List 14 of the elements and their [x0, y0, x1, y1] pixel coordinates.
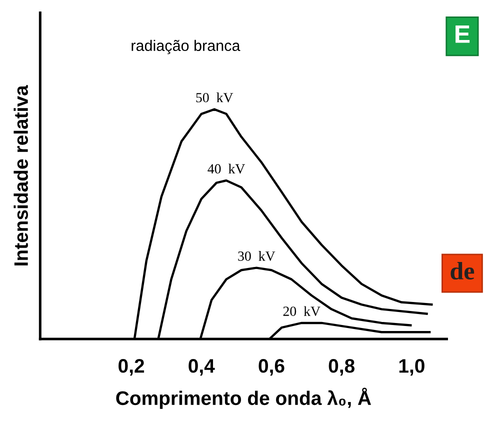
text: radiação branca — [132, 40, 240, 54]
series-label: 50 kV — [196, 92, 234, 102]
x-tick-label: 0,6 — [258, 358, 284, 376]
x-tick-label: 0,8 — [328, 358, 355, 376]
series-label: 20 kV — [283, 306, 320, 316]
x-tick-label: 1,0 — [399, 358, 424, 376]
text: de — [450, 262, 474, 280]
x-axis-title: Comprimento de onda λ₀, Å — [116, 388, 372, 409]
x-tick-label: 0,4 — [188, 358, 215, 376]
text: E — [456, 26, 470, 43]
x-tick-label: 0,2 — [118, 358, 144, 376]
series-label: 30 kV — [238, 251, 276, 261]
series-label: 40 kV — [208, 164, 246, 174]
y-axis-title: Intensidade relativa — [14, 85, 28, 266]
